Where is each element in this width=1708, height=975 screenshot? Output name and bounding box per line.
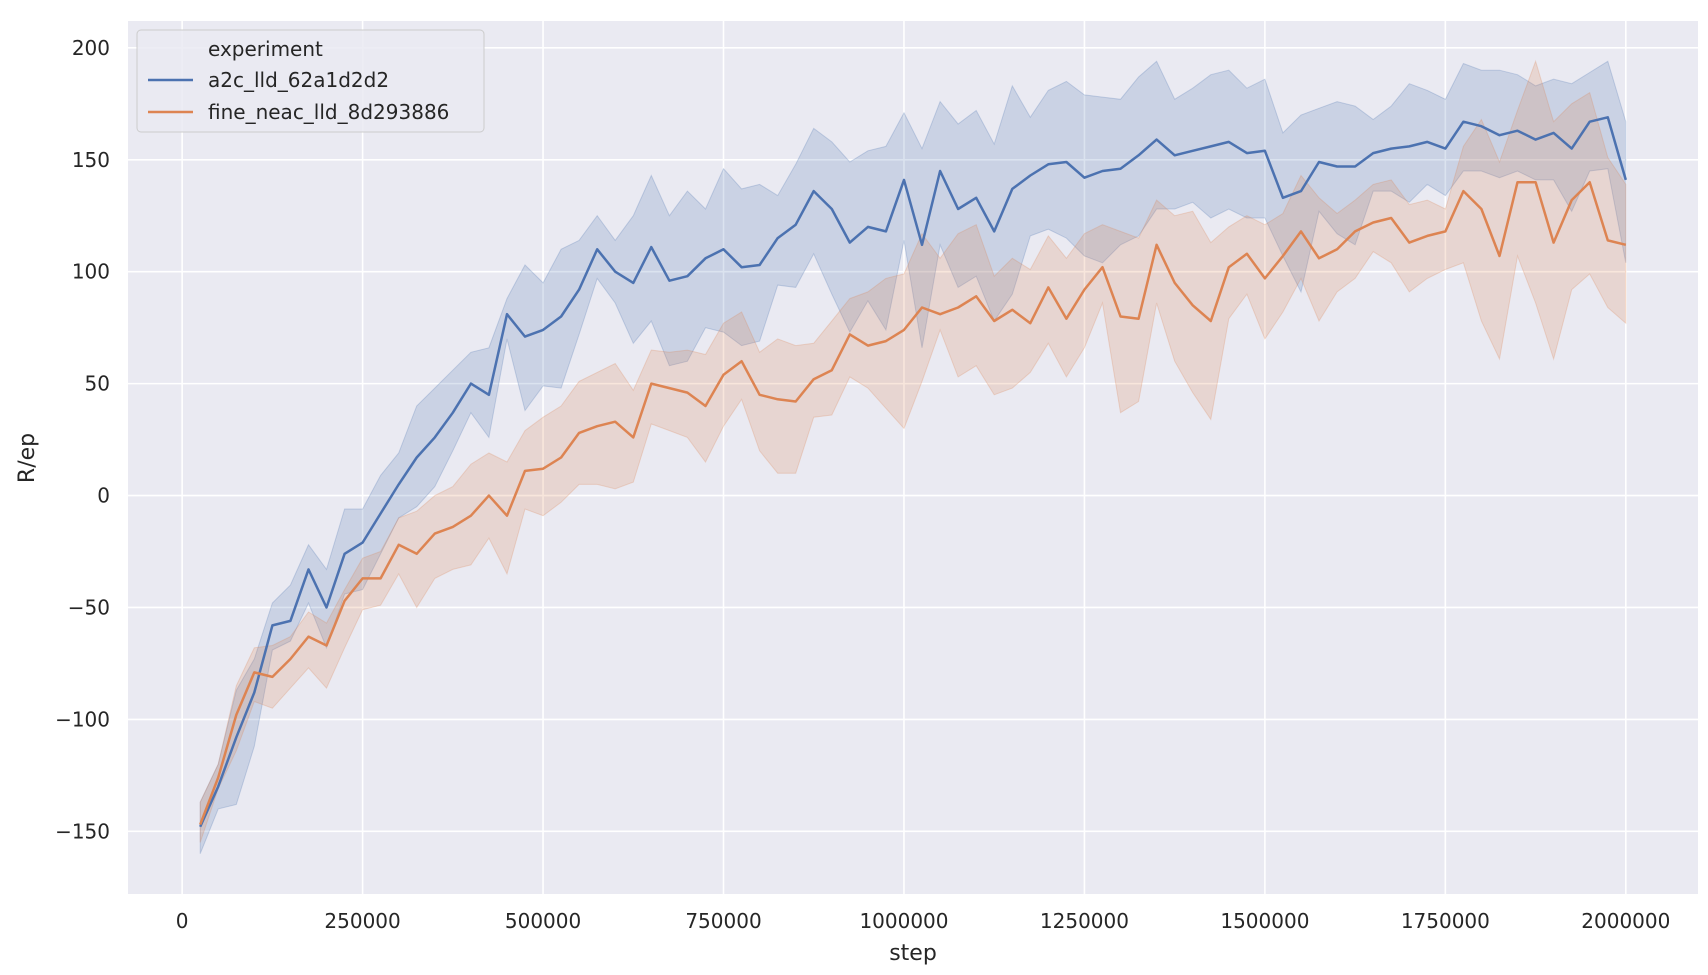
legend-label-a2c: a2c_lld_62a1d2d2 [208,68,389,92]
x-tick-label: 500000 [505,909,581,933]
y-tick-label: 150 [72,148,110,172]
confidence-bands [199,59,1627,854]
grid-lines [128,21,1698,894]
y-tick-label: −100 [55,707,110,731]
x-tick-label: 1500000 [1220,909,1309,933]
plot-background [128,21,1698,894]
series-lines [199,116,1628,828]
legend-title: experiment [208,37,323,61]
x-tick-label: 750000 [685,909,761,933]
y-tick-label: 50 [85,372,110,396]
legend-label-fine-neac: fine_neac_lld_8d293886 [208,100,449,124]
y-tick-label: 200 [72,36,110,60]
y-tick-labels: −150 −100 −50 0 50 100 150 200 [55,36,110,843]
x-tick-label: 2000000 [1581,909,1670,933]
x-axis-label: step [889,941,937,966]
series-line-0 [199,116,1628,828]
series-line-1 [199,180,1627,826]
y-axis-label: R/ep [15,433,40,483]
x-tick-label: 250000 [324,909,400,933]
y-tick-label: −50 [68,595,110,619]
legend: experiment a2c_lld_62a1d2d2 fine_neac_ll… [136,29,485,133]
x-tick-label: 1750000 [1401,909,1490,933]
legend-frame [136,29,485,133]
x-tick-label: 1250000 [1040,909,1129,933]
y-tick-label: −150 [55,819,110,843]
confidence-band-0 [199,60,1627,854]
x-tick-label: 1000000 [859,909,948,933]
y-tick-label: 100 [72,260,110,284]
x-tick-label: 0 [176,909,189,933]
x-tick-labels: 0 250000 500000 750000 1000000 1250000 1500000… [176,909,1671,933]
y-tick-label: 0 [97,484,110,508]
confidence-band-1 [199,59,1627,843]
